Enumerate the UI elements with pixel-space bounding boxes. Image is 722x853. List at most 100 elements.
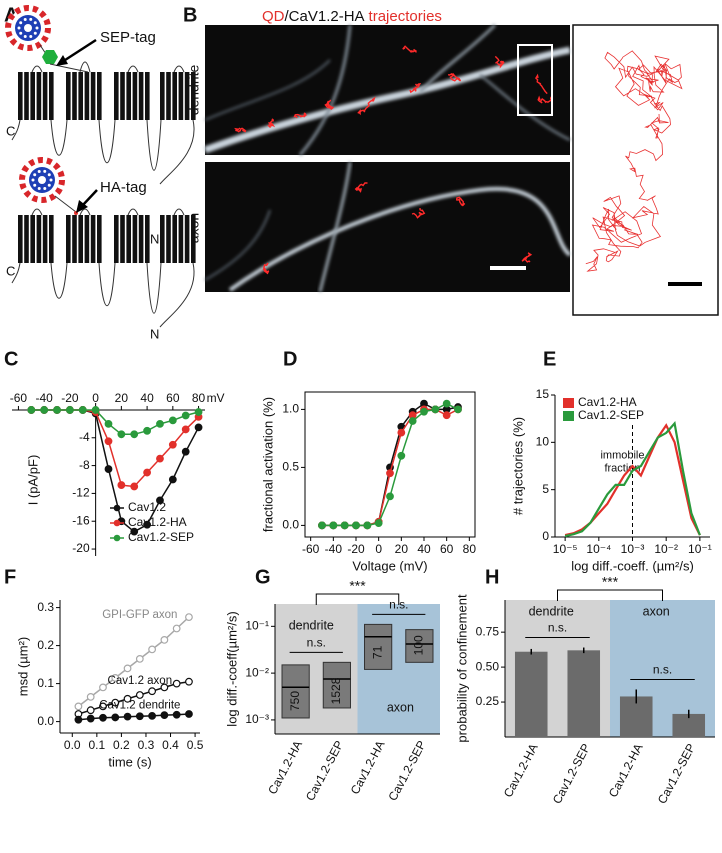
trajectory	[354, 182, 368, 193]
y-tick-label: 0.0	[282, 518, 299, 532]
trajectory	[494, 55, 505, 69]
tail	[159, 262, 195, 328]
trajectory	[324, 99, 335, 110]
helix	[72, 215, 77, 263]
count-label: 750	[288, 691, 302, 711]
data-point	[160, 711, 169, 720]
helix	[191, 72, 196, 120]
legend-marker	[113, 504, 121, 512]
helix	[97, 215, 102, 263]
x-tick-label: 20	[395, 542, 409, 556]
quantum-dot-dot	[33, 21, 37, 25]
x-tick-label: Cav1.2-SEP	[303, 738, 346, 803]
data-point	[74, 715, 83, 724]
title-part: trajectories	[369, 8, 442, 25]
count-label: 100	[412, 635, 426, 655]
neurite	[298, 24, 352, 156]
data-point	[91, 406, 100, 414]
x-tick-label: Cav1.2-HA	[265, 738, 305, 796]
quantum-dot-dot	[37, 187, 41, 191]
y-tick-label: 0.25	[476, 694, 500, 708]
zoom-box	[517, 44, 553, 116]
data-point	[156, 419, 164, 428]
data-point	[111, 698, 120, 707]
x-tick-label: 40	[417, 542, 431, 556]
data-point	[104, 419, 113, 428]
arrow	[61, 38, 97, 64]
helix	[132, 72, 138, 120]
quantum-dot-dot	[37, 169, 41, 173]
quantum-dot-dot	[35, 26, 39, 30]
helix	[84, 72, 90, 120]
data-point	[397, 451, 406, 460]
data-point	[148, 645, 157, 654]
helix	[160, 215, 165, 263]
y-tick-label: -8	[79, 458, 90, 472]
helix	[114, 215, 119, 263]
trajectory	[455, 196, 466, 207]
quantum-dot-dot	[23, 35, 27, 39]
trajectory	[411, 208, 426, 219]
x-tick-label: Cav1.2-HA	[348, 738, 388, 796]
loop	[98, 262, 116, 307]
legend-label: Cav1.2-HA	[128, 515, 187, 529]
box	[322, 661, 351, 709]
data-point	[130, 482, 139, 491]
data-point	[374, 519, 383, 527]
pair-label: n.s.	[548, 621, 567, 635]
data-point	[454, 405, 462, 414]
series-line	[78, 713, 189, 721]
x-tick-label: -60	[302, 542, 320, 556]
data-point	[185, 710, 193, 718]
data-point	[99, 683, 107, 692]
helix	[84, 215, 90, 263]
y-tick-label: -20	[72, 541, 90, 555]
title-part: QD	[262, 8, 285, 25]
y-tick-label: 10	[536, 435, 550, 449]
quantum-dot-center	[38, 176, 46, 184]
neurite	[204, 209, 271, 281]
data-point	[397, 428, 406, 437]
helix	[138, 72, 144, 120]
trajectory	[402, 45, 418, 53]
trajectory	[537, 95, 553, 104]
helix	[36, 72, 42, 120]
helix	[30, 215, 35, 263]
data-point	[123, 694, 132, 703]
annotation: immobile	[600, 449, 644, 461]
loop	[173, 208, 185, 216]
data-point	[86, 714, 95, 723]
x-tick-label: 10⁻¹	[688, 542, 712, 556]
significance-label: ***	[602, 574, 619, 590]
micrograph	[205, 25, 570, 155]
data-point	[318, 521, 326, 530]
helix	[138, 215, 144, 263]
helix	[42, 215, 48, 263]
data-point	[148, 687, 157, 696]
loop	[79, 61, 91, 73]
x-tick-label: 0.5	[187, 738, 204, 752]
neurite	[318, 161, 352, 293]
legend-label: Cav1.2-SEP	[128, 530, 194, 544]
helix	[120, 72, 125, 120]
helix	[18, 72, 23, 120]
x-tick-label: 80	[463, 542, 477, 556]
arrow-head	[76, 200, 88, 213]
x-tick-label: Cav1.2-SEP	[385, 738, 428, 803]
x-tick-label: 0.2	[113, 738, 130, 752]
series-line	[78, 680, 190, 715]
terminus-label: C	[6, 263, 15, 278]
neurite	[204, 59, 331, 121]
x-tick-label: 0	[92, 391, 99, 405]
legend-swatch	[563, 398, 574, 408]
helix	[24, 72, 29, 120]
helix	[78, 215, 83, 263]
y-tick-label: 0.75	[476, 624, 500, 638]
arrow	[81, 189, 98, 207]
helix	[145, 215, 150, 263]
data-point	[27, 406, 36, 414]
data-point	[431, 405, 440, 414]
data-point	[181, 447, 190, 456]
x-tick-label: 10⁻³	[621, 542, 645, 556]
